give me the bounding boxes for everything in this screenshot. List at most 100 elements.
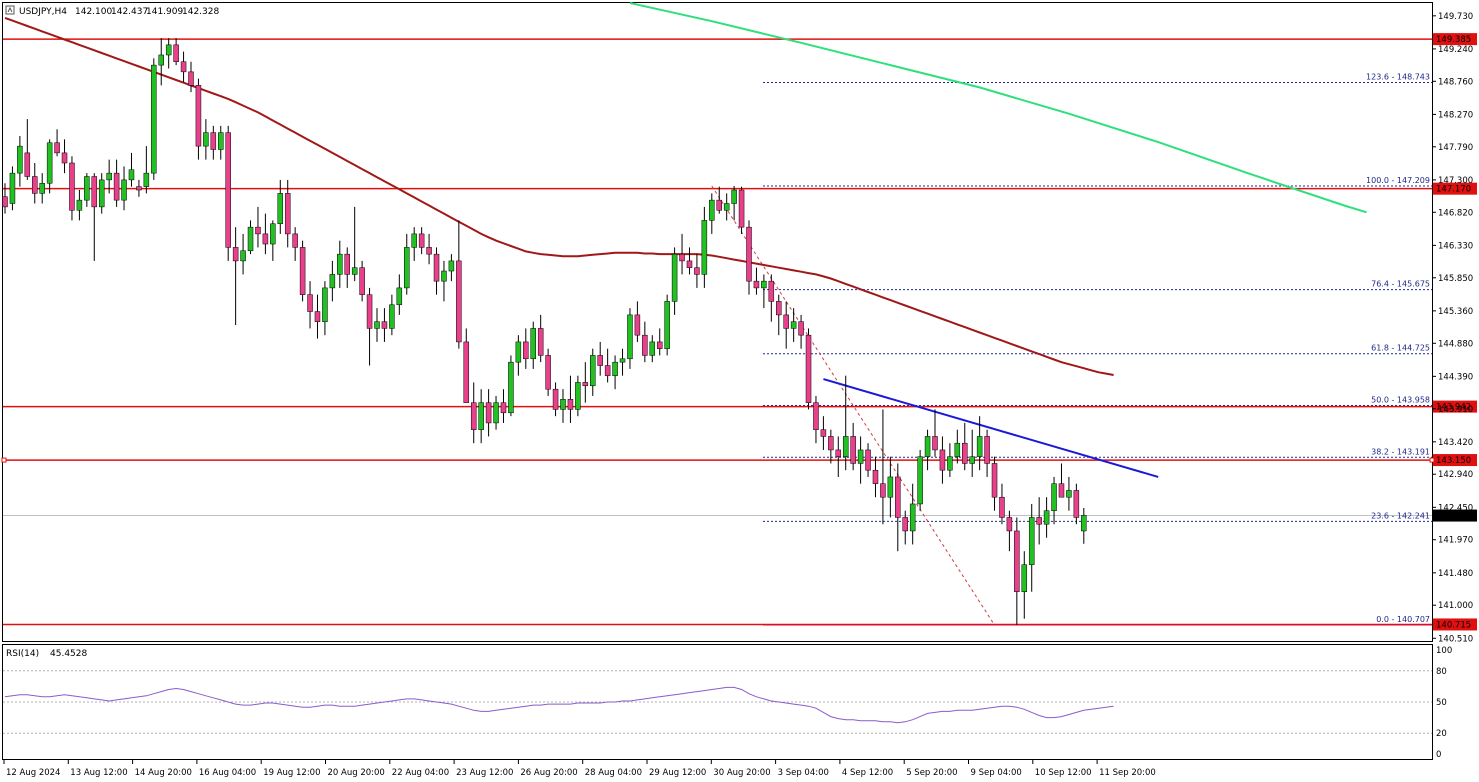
bearish-candle [61, 152, 68, 164]
fib-level-label: 23.6 - 142.241 [1371, 511, 1430, 520]
bearish-candle [962, 442, 968, 464]
chevron-up-icon [7, 6, 13, 13]
bullish-candle [508, 361, 514, 414]
level-price-box [1433, 454, 1477, 467]
bullish-candle [441, 270, 447, 282]
bullish-candle [39, 183, 45, 194]
level-price-label: 149.385 [1436, 35, 1471, 45]
bullish-candle [969, 456, 975, 464]
bearish-candle [284, 193, 291, 235]
time-tick-label: 23 Aug 12:00 [456, 768, 513, 778]
bearish-candle [805, 334, 812, 403]
symbol-menu-icon[interactable] [5, 5, 15, 15]
bearish-candle [314, 311, 321, 322]
fib-level-label: 61.8 - 144.725 [1371, 344, 1430, 353]
price-tick-label: 142.450 [1438, 503, 1473, 513]
bullish-candle [649, 341, 656, 356]
time-tick-label: 3 Sep 04:00 [778, 768, 829, 778]
bearish-candle [173, 44, 179, 62]
rsi-value: 45.4528 [50, 649, 87, 659]
bearish-candle [69, 162, 75, 211]
time-tick-label: 11 Sep 20:00 [1099, 768, 1156, 778]
price-tick-label: 145.360 [1438, 307, 1473, 317]
bearish-candle [188, 71, 194, 86]
bullish-candle [84, 176, 90, 201]
rsi-layer: 100 80 50 20 0 [3, 646, 1452, 760]
price-tick-label: 143.910 [1438, 405, 1473, 415]
bearish-candle [1058, 483, 1065, 498]
current-price-label: 142.328 [1436, 512, 1471, 522]
bearish-candle [939, 449, 946, 471]
bullish-candle [627, 314, 633, 360]
bullish-candle [106, 172, 112, 181]
fib-level-label: 123.6 - 148.743 [1366, 72, 1430, 81]
bearish-candle [500, 402, 507, 414]
bullish-candle [790, 321, 797, 329]
level-price-box [1433, 182, 1477, 195]
high-value: 142.437 [111, 7, 148, 17]
rsi-tick-label: 100 [1436, 646, 1452, 656]
price-tick-label: 144.390 [1438, 372, 1473, 382]
bearish-candle [24, 152, 31, 177]
bullish-candle [947, 456, 953, 471]
bearish-candle [686, 260, 693, 268]
bullish-candle [165, 44, 172, 56]
level-price-label: 147.170 [1436, 185, 1471, 195]
bearish-candle [485, 402, 492, 424]
bearish-candle [426, 247, 432, 255]
bullish-candle [560, 399, 566, 410]
price-tick-label: 148.760 [1438, 77, 1473, 87]
bearish-candle [470, 402, 477, 430]
price-tick-label: 141.480 [1438, 569, 1473, 579]
bearish-candle [91, 176, 98, 208]
bearish-candle [366, 294, 373, 329]
time-tick-label: 10 Sep 12:00 [1035, 768, 1092, 778]
bullish-candle [619, 358, 626, 363]
bearish-candle [545, 355, 551, 390]
current-price-box [1433, 509, 1477, 522]
bearish-candle [828, 436, 834, 451]
bullish-candle [857, 449, 864, 464]
bullish-candle [723, 203, 730, 211]
low-value: 141.909 [146, 7, 183, 17]
fib-level-label: 50.0 - 143.958 [1371, 396, 1430, 405]
bearish-candle [872, 469, 879, 484]
bullish-candle [374, 321, 380, 329]
bullish-candle [158, 54, 164, 66]
time-tick-label: 26 Aug 20:00 [520, 768, 577, 778]
bearish-candle [136, 186, 142, 191]
bearish-candle [359, 267, 365, 295]
bullish-candle [247, 226, 254, 252]
bearish-candle [232, 247, 239, 262]
time-tick-label: 12 Aug 2024 [6, 768, 60, 778]
price-tick-label: 143.420 [1438, 438, 1473, 448]
bullish-candle [671, 253, 678, 302]
open-value: 142.100 [75, 7, 112, 17]
level-price-label: 143.942 [1436, 403, 1471, 413]
bullish-candle [701, 220, 708, 275]
bearish-candle [255, 226, 261, 235]
bullish-candle [351, 267, 358, 275]
bullish-candle [121, 179, 127, 201]
time-axis[interactable]: 12 Aug 2024 13 Aug 12:00 14 Aug 20:00 16 Au… [3, 759, 1156, 778]
bearish-candle [54, 142, 60, 154]
price-tick-label: 140.510 [1438, 634, 1473, 644]
bearish-candle [634, 314, 641, 336]
level-handle-left [1, 457, 7, 463]
bearish-candle [991, 463, 998, 498]
level-price-label: 140.715 [1436, 620, 1471, 630]
fast-moving-average-line [629, 2, 1367, 214]
rsi-header: RSI(14) 45.4528 [6, 649, 87, 659]
bullish-candle [270, 223, 276, 245]
bearish-candle [738, 189, 745, 228]
bullish-candle [203, 132, 209, 147]
price-axis[interactable]: 149.730 149.240 148.760 148.270 147.790 147.3… [1432, 12, 1473, 644]
rsi-tick-label: 50 [1436, 698, 1447, 708]
bearish-candle [225, 132, 231, 248]
bullish-candle [240, 250, 246, 262]
bearish-candle [850, 436, 856, 464]
bearish-candle [597, 355, 603, 366]
bullish-candle [515, 341, 522, 363]
level-handle-right [1429, 457, 1435, 463]
